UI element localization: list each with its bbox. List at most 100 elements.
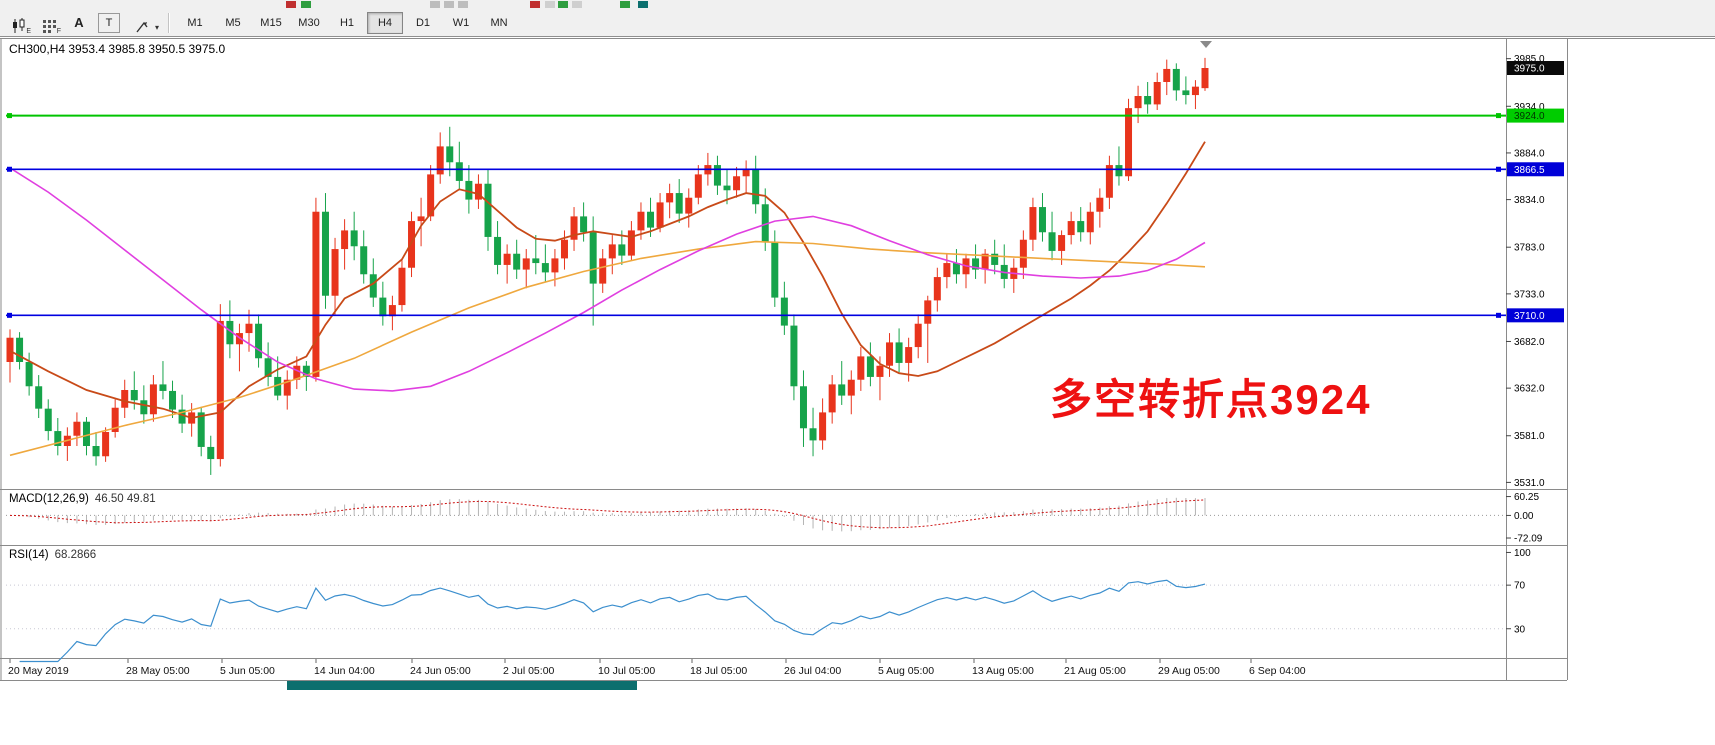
svg-text:0.00: 0.00 bbox=[1514, 511, 1534, 522]
tool-sub-label: F bbox=[56, 27, 61, 35]
dropdown-caret-icon: ▾ bbox=[154, 22, 159, 32]
indicators-grid-button[interactable]: F bbox=[35, 11, 63, 35]
cropped-icon bbox=[638, 1, 648, 8]
chart-frame bbox=[0, 38, 1715, 681]
svg-text:3985.0: 3985.0 bbox=[1514, 54, 1545, 65]
cropped-icon bbox=[545, 1, 555, 8]
timeframe-button-M1[interactable]: M1 bbox=[187, 16, 203, 29]
cropped-icon bbox=[430, 1, 440, 8]
main-toolbar: E F A T ▾ M1 M5 M15 M30 H1 H4 D1 W1 MN bbox=[0, 9, 1715, 37]
cropped-icon bbox=[301, 1, 311, 8]
cropped-icon bbox=[620, 1, 630, 8]
chart-shift-marker[interactable] bbox=[1200, 41, 1212, 48]
svg-text:28 May 05:00: 28 May 05:00 bbox=[126, 665, 190, 677]
cropped-icon bbox=[286, 1, 296, 8]
svg-text:3581.0: 3581.0 bbox=[1514, 431, 1545, 442]
level-line-3866.5[interactable] bbox=[6, 166, 1506, 172]
svg-text:29 Aug 05:00: 29 Aug 05:00 bbox=[1158, 665, 1220, 677]
time-axis: 20 May 2019 28 May 05:00 5 Jun 05:00 14 Jun… bbox=[8, 659, 1306, 677]
timeframe-button-D1[interactable]: D1 bbox=[415, 16, 431, 29]
svg-text:3884.0: 3884.0 bbox=[1514, 148, 1545, 159]
rsi-name: RSI(14) bbox=[9, 549, 49, 561]
text-annotation-button[interactable]: A bbox=[74, 15, 84, 30]
timeframe-button-M15[interactable]: M15 bbox=[260, 16, 282, 29]
macd-signal-line bbox=[9, 499, 1206, 529]
svg-text:21 Aug 05:00: 21 Aug 05:00 bbox=[1064, 665, 1126, 677]
rsi-line bbox=[19, 579, 1206, 663]
svg-text:3682.0: 3682.0 bbox=[1514, 337, 1545, 348]
bottom-scrollbar-thumb[interactable] bbox=[287, 681, 637, 690]
ma-slow-line bbox=[9, 167, 1206, 392]
cropped-icon bbox=[458, 1, 468, 8]
timeframe-button-M5[interactable]: M5 bbox=[225, 16, 241, 29]
macd-values: 46.50 49.81 bbox=[94, 493, 156, 505]
axis-price-label-3866.5: 3866.5 bbox=[1507, 162, 1564, 177]
rsi-indicator-label: RSI(14) 68.2866 bbox=[9, 549, 96, 561]
timeframe-button-W1[interactable]: W1 bbox=[452, 16, 470, 29]
svg-text:24 Jun 05:00: 24 Jun 05:00 bbox=[410, 665, 471, 677]
chart-text-annotation[interactable]: 多空转折点3924 bbox=[1050, 376, 1372, 423]
svg-text:20 May 2019: 20 May 2019 bbox=[8, 665, 69, 677]
svg-text:6 Sep 04:00: 6 Sep 04:00 bbox=[1249, 665, 1306, 677]
timeframe-button-H4[interactable]: H4 bbox=[367, 11, 403, 34]
axis-price-label-3924.0: 3924.0 bbox=[1507, 108, 1564, 123]
rsi-axis: 100 70 30 bbox=[1506, 548, 1531, 635]
ma-medium-line bbox=[9, 240, 1206, 457]
svg-text:26 Jul 04:00: 26 Jul 04:00 bbox=[784, 665, 841, 677]
svg-text:3975.0: 3975.0 bbox=[1514, 64, 1545, 75]
text-label-glyph: T bbox=[105, 16, 113, 29]
svg-text:3783.0: 3783.0 bbox=[1514, 243, 1545, 254]
macd-histogram bbox=[19, 497, 1206, 532]
axis-price-label-3975.0: 3975.0 bbox=[1507, 61, 1564, 75]
timeframe-button-MN[interactable]: MN bbox=[490, 16, 508, 29]
macd-axis: 60.25 0.00 -72.09 bbox=[1506, 492, 1543, 545]
symbol-ohlc-header: CH300,H4 3953.4 3985.8 3950.5 3975.0 bbox=[9, 42, 226, 56]
level-line-3710[interactable] bbox=[6, 312, 1506, 318]
candlesticks bbox=[6, 57, 1209, 475]
macd-name: MACD(12,26,9) bbox=[9, 493, 89, 505]
svg-text:100: 100 bbox=[1514, 548, 1531, 559]
svg-text:3733.0: 3733.0 bbox=[1514, 289, 1545, 300]
draw-cursor-icon bbox=[136, 21, 148, 32]
svg-text:30: 30 bbox=[1514, 624, 1526, 635]
svg-text:2 Jul 05:00: 2 Jul 05:00 bbox=[503, 665, 555, 677]
cropped-icon bbox=[530, 1, 540, 8]
chart-canvas[interactable]: 3985.0 3934.0 3884.0 3834.0 3783.0 3733.0 3682… bbox=[0, 38, 1715, 745]
grid-icon bbox=[42, 19, 56, 33]
timeframe-group: M1 M5 M15 M30 H1 H4 D1 W1 MN bbox=[176, 11, 518, 34]
price-axis: 3985.0 3934.0 3884.0 3834.0 3783.0 3733.0 3682… bbox=[1506, 54, 1545, 489]
cropped-icon bbox=[444, 1, 454, 8]
candlestick-chart-icon bbox=[13, 17, 25, 33]
svg-text:3531.0: 3531.0 bbox=[1514, 478, 1545, 489]
text-label-button[interactable]: T bbox=[98, 12, 120, 33]
svg-text:3924.0: 3924.0 bbox=[1514, 111, 1545, 122]
svg-text:60.25: 60.25 bbox=[1514, 492, 1539, 503]
svg-text:5 Aug 05:00: 5 Aug 05:00 bbox=[878, 665, 934, 677]
svg-text:3866.5: 3866.5 bbox=[1514, 165, 1545, 176]
svg-text:3632.0: 3632.0 bbox=[1514, 384, 1545, 395]
svg-text:13 Aug 05:00: 13 Aug 05:00 bbox=[972, 665, 1034, 677]
svg-text:10 Jul 05:00: 10 Jul 05:00 bbox=[598, 665, 655, 677]
axis-price-label-3710.0: 3710.0 bbox=[1507, 308, 1564, 323]
cropped-icon bbox=[558, 1, 568, 8]
ma-fast-line bbox=[9, 141, 1206, 419]
macd-indicator-label: MACD(12,26,9) 46.50 49.81 bbox=[9, 493, 156, 505]
toolbar-separator bbox=[168, 12, 170, 33]
level-line-3924[interactable] bbox=[6, 113, 1506, 119]
chart-window: 3985.0 3934.0 3884.0 3834.0 3783.0 3733.0 3682… bbox=[0, 38, 1715, 745]
timeframe-button-H1[interactable]: H1 bbox=[339, 16, 355, 29]
cropped-icon bbox=[572, 1, 582, 8]
svg-text:3710.0: 3710.0 bbox=[1514, 311, 1545, 322]
svg-text:-72.09: -72.09 bbox=[1514, 534, 1543, 545]
drawing-tool-button[interactable]: ▾ bbox=[125, 11, 161, 35]
svg-text:18 Jul 05:00: 18 Jul 05:00 bbox=[690, 665, 747, 677]
rsi-value: 68.2866 bbox=[54, 549, 97, 561]
svg-text:14 Jun 04:00: 14 Jun 04:00 bbox=[314, 665, 375, 677]
chart-type-candlestick-button[interactable]: E bbox=[5, 11, 33, 35]
svg-text:70: 70 bbox=[1514, 581, 1526, 592]
timeframe-button-M30[interactable]: M30 bbox=[298, 16, 320, 29]
svg-text:3834.0: 3834.0 bbox=[1514, 195, 1545, 206]
svg-text:5 Jun 05:00: 5 Jun 05:00 bbox=[220, 665, 275, 677]
svg-text:3934.0: 3934.0 bbox=[1514, 102, 1545, 113]
tool-sub-label: E bbox=[26, 27, 31, 35]
